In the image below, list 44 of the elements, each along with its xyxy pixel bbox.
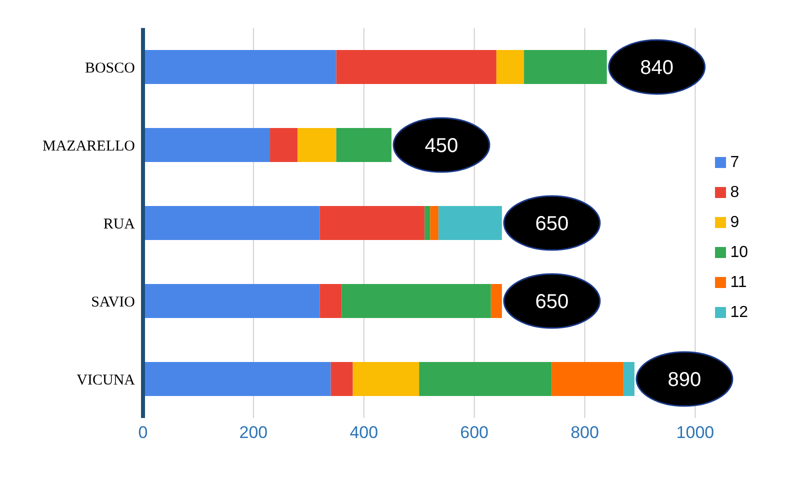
bar <box>320 284 342 318</box>
bar <box>143 362 331 396</box>
total-label: 650 <box>535 213 569 235</box>
legend-label: 12 <box>730 304 748 321</box>
bar <box>330 362 353 396</box>
bar <box>424 206 430 240</box>
x-tick-label: 200 <box>239 423 268 442</box>
bar <box>552 362 624 396</box>
y-tick-label: SAVIO <box>91 294 136 310</box>
bar <box>320 206 425 240</box>
bar <box>352 362 420 396</box>
total-label: 450 <box>424 135 458 157</box>
legend-label: 7 <box>730 154 740 171</box>
bar <box>490 284 502 318</box>
bar <box>342 284 491 318</box>
bar <box>430 206 438 240</box>
x-tick-label: 0 <box>138 423 148 442</box>
y-tick-label: VICUNA <box>76 372 136 388</box>
legend-label: 11 <box>730 274 747 291</box>
x-tick-label: 800 <box>570 423 599 442</box>
bar <box>623 362 634 396</box>
bar <box>336 128 392 162</box>
bar <box>438 206 502 240</box>
y-tick-label: MAZARELLO <box>42 138 136 154</box>
total-label: 890 <box>668 369 702 391</box>
x-tick-label: 400 <box>350 423 378 442</box>
bar <box>270 128 298 162</box>
total-label: 840 <box>640 57 674 79</box>
legend-label: 9 <box>730 214 740 231</box>
bar <box>298 128 336 162</box>
total-label: 650 <box>535 291 569 313</box>
bar <box>143 206 320 240</box>
y-tick-label: RUA <box>103 216 136 232</box>
y-tick-label: BOSCO <box>84 60 136 76</box>
x-tick-label: 1000 <box>676 423 714 442</box>
bar <box>496 50 524 84</box>
bar <box>336 50 496 84</box>
bar <box>419 362 552 396</box>
x-tick-label: 600 <box>460 423 489 442</box>
bar <box>143 50 336 84</box>
legend-label: 8 <box>730 184 740 201</box>
bar <box>143 128 270 162</box>
bar <box>143 284 320 318</box>
legend-label: 10 <box>730 244 748 261</box>
